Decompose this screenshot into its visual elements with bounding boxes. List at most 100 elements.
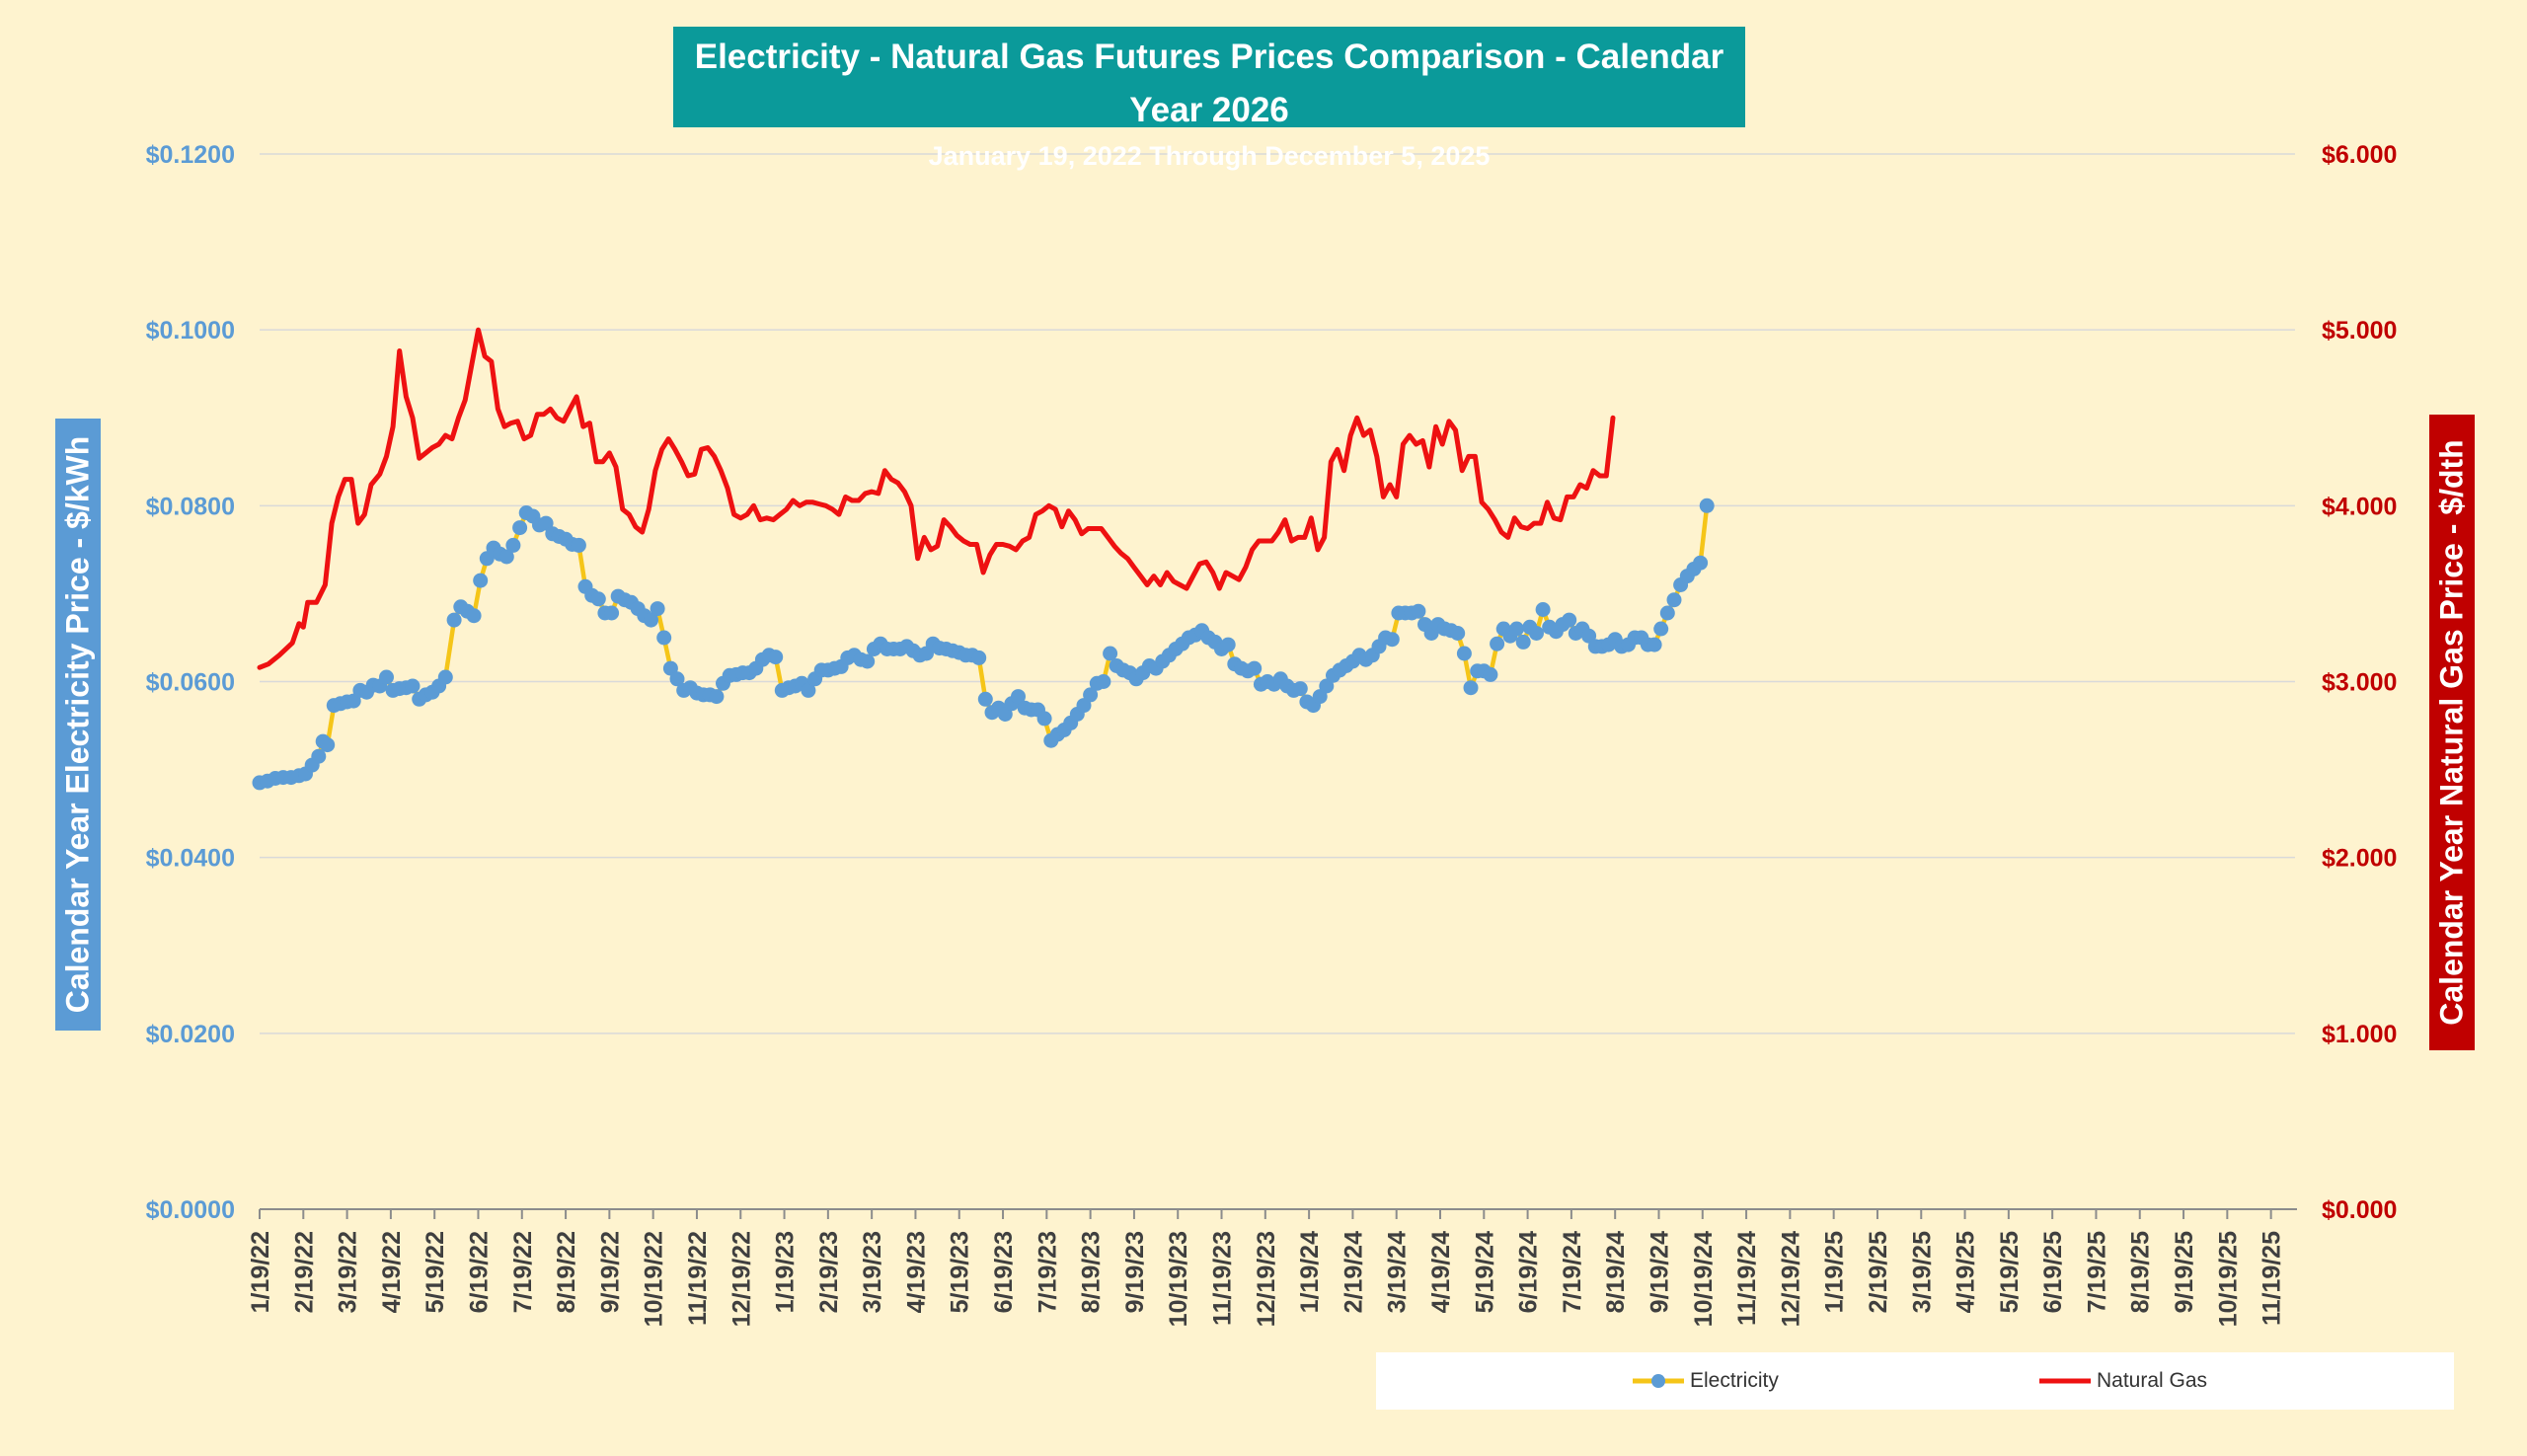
left-tick-label: $0.0200 xyxy=(146,1021,235,1048)
x-tick-label: 1/19/22 xyxy=(247,1231,274,1313)
electricity-point xyxy=(604,605,620,621)
electricity-point xyxy=(538,515,554,531)
legend-electricity-swatch xyxy=(1633,1374,1684,1388)
x-tick-label: 8/19/25 xyxy=(2127,1231,2155,1314)
legend-label-natural-gas: Natural Gas xyxy=(2097,1369,2208,1392)
x-tick-label: 2/19/25 xyxy=(1865,1231,1892,1314)
x-tick-label: 12/19/23 xyxy=(1253,1231,1280,1327)
electricity-point xyxy=(345,693,361,709)
right-axis-title: Calendar Year Natural Gas Price - $/dth xyxy=(2433,439,2470,1026)
x-axis: 1/19/22 2/19/22 3/19/22 4/19/22 5/19/22 6/19/… xyxy=(247,1208,2297,1327)
left-axis-title-box: Calendar Year Electricity Price - $/kWh xyxy=(55,419,101,1031)
left-tick-label: $0.0600 xyxy=(146,669,235,697)
right-tick-label: $5.000 xyxy=(2322,317,2397,345)
electricity-point xyxy=(1562,612,1577,628)
legend: Electricity Natural Gas xyxy=(1376,1352,2454,1410)
electricity-point xyxy=(320,737,336,753)
right-tick-label: $2.000 xyxy=(2322,845,2397,873)
electricity-point xyxy=(662,660,678,676)
electricity-point xyxy=(669,671,685,687)
right-tick-label: $1.000 xyxy=(2322,1021,2397,1048)
x-tick-label: 5/19/22 xyxy=(421,1231,449,1313)
x-tick-label: 3/19/24 xyxy=(1384,1231,1412,1314)
x-tick-label: 3/19/25 xyxy=(1908,1231,1936,1314)
electricity-point xyxy=(1103,646,1118,661)
electricity-point xyxy=(505,537,521,553)
electricity-point xyxy=(1096,674,1111,689)
electricity-point xyxy=(1509,621,1524,637)
x-tick-label: 5/19/25 xyxy=(1996,1231,2024,1314)
electricity-point xyxy=(650,601,665,617)
x-tick-label: 8/19/24 xyxy=(1602,1231,1630,1314)
left-axis-ticks: $0.0000 $0.0200 $0.0400 $0.0600 $0.0800 $0.10… xyxy=(146,141,235,1224)
right-tick-label: $0.000 xyxy=(2322,1196,2397,1224)
legend-natural-gas-swatch xyxy=(2039,1378,2091,1384)
electricity-point xyxy=(1581,628,1597,644)
x-tick-label: 9/19/23 xyxy=(1121,1231,1149,1313)
left-tick-label: $0.1200 xyxy=(146,141,235,169)
x-tick-label: 7/19/24 xyxy=(1559,1231,1586,1314)
x-tick-label: 11/19/24 xyxy=(1733,1231,1761,1326)
x-tick-label: 11/19/23 xyxy=(1209,1231,1237,1326)
electricity-point xyxy=(1515,634,1531,650)
electricity-point xyxy=(1699,498,1715,513)
right-tick-label: $3.000 xyxy=(2322,669,2397,697)
right-tick-label: $4.000 xyxy=(2322,493,2397,520)
series-electricity xyxy=(252,498,1715,791)
left-tick-label: $0.1000 xyxy=(146,317,235,345)
electricity-point xyxy=(466,608,482,624)
electricity-point xyxy=(1292,681,1308,697)
electricity-point xyxy=(437,669,453,685)
electricity-point xyxy=(1666,592,1682,608)
series-natural-gas xyxy=(257,327,1616,670)
electricity-point xyxy=(446,612,462,628)
x-tick-label: 3/19/22 xyxy=(335,1231,362,1313)
x-tick-label: 6/19/22 xyxy=(465,1231,493,1313)
left-tick-label: $0.0400 xyxy=(146,845,235,873)
electricity-point xyxy=(1011,689,1026,705)
x-tick-label: 10/19/24 xyxy=(1690,1231,1718,1327)
electricity-point xyxy=(1490,636,1505,651)
electricity-point xyxy=(997,707,1013,722)
electricity-point xyxy=(590,591,606,607)
electricity-point xyxy=(1076,698,1092,714)
electricity-point xyxy=(1411,603,1426,619)
left-axis-title: Calendar Year Electricity Price - $/kWh xyxy=(59,435,96,1014)
legend-label-electricity: Electricity xyxy=(1690,1369,1779,1392)
x-tick-label: 9/19/25 xyxy=(2171,1231,2198,1314)
electricity-point xyxy=(379,669,394,685)
x-tick-label: 11/19/22 xyxy=(684,1231,712,1326)
x-tick-label: 10/19/23 xyxy=(1165,1231,1192,1327)
electricity-point xyxy=(656,630,672,646)
x-tick-label: 7/19/23 xyxy=(1034,1231,1061,1313)
x-tick-label: 2/19/23 xyxy=(815,1231,843,1313)
electricity-point xyxy=(971,650,987,665)
electricity-point xyxy=(1659,605,1675,621)
x-tick-label: 4/19/24 xyxy=(1427,1231,1455,1314)
electricity-point xyxy=(1319,678,1335,694)
electricity-point xyxy=(1529,626,1544,641)
electricity-point xyxy=(1247,660,1263,676)
x-tick-label: 9/19/22 xyxy=(596,1231,624,1313)
electricity-point xyxy=(860,653,876,669)
x-tick-label: 9/19/24 xyxy=(1646,1231,1673,1314)
electricity-point xyxy=(479,551,495,567)
chart-title-box: Electricity - Natural Gas Futures Prices… xyxy=(673,27,1745,171)
x-tick-label: 12/19/24 xyxy=(1777,1231,1804,1327)
electricity-point xyxy=(1384,632,1400,648)
electricity-point xyxy=(571,537,586,553)
x-tick-label: 10/19/25 xyxy=(2214,1231,2242,1327)
electricity-point xyxy=(1036,711,1052,727)
natural-gas-line xyxy=(257,327,1616,670)
electricity-point xyxy=(473,573,489,588)
x-tick-label: 3/19/23 xyxy=(859,1231,886,1313)
x-tick-label: 6/19/24 xyxy=(1515,1231,1543,1314)
x-tick-label: 8/19/22 xyxy=(553,1231,580,1313)
left-tick-label: $0.0800 xyxy=(146,493,235,520)
x-tick-label: 2/19/24 xyxy=(1340,1231,1367,1314)
electricity-point xyxy=(801,682,816,698)
x-tick-label: 6/19/25 xyxy=(2039,1231,2067,1314)
chart-title: Electricity - Natural Gas Futures Prices… xyxy=(694,38,1724,129)
x-tick-label: 10/19/22 xyxy=(641,1231,668,1327)
